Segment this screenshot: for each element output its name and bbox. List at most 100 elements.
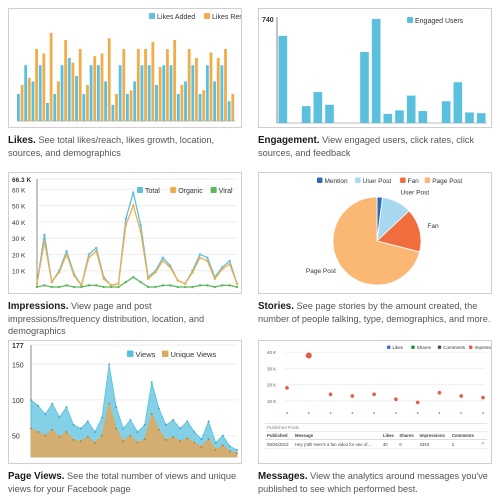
bar-likes-added-8: [75, 76, 78, 121]
impressions-caption: Impressions. View page and post impressi…: [8, 300, 242, 337]
impressions-chart-svg: 66.3 K 60 K 50 K 40 K 30 K 20 K 10 K Total Organ…: [12, 177, 239, 289]
point-impressions-8: [459, 394, 464, 398]
y-tick-label-0: 66.3 K: [12, 177, 31, 184]
point-0-25: [207, 420, 210, 423]
y-tick-label-3: 50: [12, 434, 20, 441]
legend-swatch-0: [407, 17, 413, 23]
table-row[interactable]: 09/25/2013 Hey y'all! Here's a fun video…: [265, 439, 487, 449]
bar-likes-removed-27: [216, 58, 220, 121]
impressions-description: View page and post impressions/frequency…: [8, 301, 205, 336]
bar-likes-added-4: [46, 103, 49, 121]
pageviews-chart[interactable]: 177 150 100 50 Views Unique Views: [8, 340, 242, 464]
point-0-7: [79, 427, 82, 430]
bar-likes-removed-5: [56, 81, 60, 121]
legend-swatch-1: [411, 345, 415, 349]
bar-likes-added-18: [147, 65, 151, 121]
y-tick-label-1: 60 K: [12, 187, 26, 194]
stories-chart[interactable]: Mention User Post Fan Page Post User Post Fan…: [258, 172, 492, 294]
point-0-29: [236, 448, 238, 451]
bar-likes-removed-28: [224, 49, 227, 121]
bar-likes-added-24: [191, 65, 195, 121]
point-1-20: [172, 436, 174, 438]
posts-table: Published Message Likes Shares Impressio…: [265, 432, 487, 449]
legend-swatch-1: [355, 177, 361, 183]
point-impressions-7: [437, 390, 442, 395]
bar-likes-added-11: [96, 65, 100, 121]
point-0-24: [200, 438, 203, 441]
y-tick-label-5: 20 K: [12, 252, 26, 259]
point-0-0: [30, 399, 32, 401]
point-viral-7: [87, 284, 91, 287]
point-organic-19: [176, 279, 179, 282]
bar-likes-removed-0: [20, 85, 24, 121]
bar-likes-added-29: [227, 101, 231, 121]
point-1-10: [101, 434, 103, 437]
point-likes-6: [416, 412, 419, 414]
point-organic-7: [87, 256, 91, 259]
point-impressions-9: [481, 395, 485, 400]
point-0-17: [150, 381, 153, 383]
col-published: Published: [265, 432, 294, 440]
point-viral-26: [228, 284, 231, 287]
col-shares: Shares: [397, 432, 418, 440]
point-0-23: [193, 431, 196, 433]
point-viral-23: [206, 284, 209, 287]
bar-likes-removed-2: [35, 49, 38, 121]
point-impressions-6: [415, 400, 420, 405]
legend-swatch-0: [317, 177, 323, 183]
bar-likes-removed-3: [42, 53, 46, 121]
messages-chart[interactable]: 40 K 30 K 20 K 10 K Likes Shares Comments Impre…: [258, 340, 492, 464]
legend-label-1: User Post: [363, 178, 392, 185]
point-impressions-5: [394, 397, 398, 401]
bar-engaged-12: [418, 111, 428, 123]
legend-label-1: Organic: [178, 188, 203, 195]
bar-likes-added-17: [140, 65, 144, 121]
bar-likes-added-21: [169, 65, 173, 121]
y-tick-label-1: 150: [12, 362, 24, 369]
point-organic-4: [65, 253, 68, 256]
impressions-chart[interactable]: 66.3 K 60 K 50 K 40 K 30 K 20 K 10 K Total Organ…: [8, 172, 242, 294]
pageviews-description: See the total number of views and unique…: [8, 471, 237, 494]
bar-likes-added-27: [213, 81, 217, 121]
point-likes-9: [482, 412, 484, 414]
point-0-21: [179, 427, 182, 430]
point-viral-2: [50, 285, 54, 289]
point-1-7: [79, 440, 82, 443]
engagement-description: View engaged users, click rates, click s…: [258, 135, 475, 158]
likes-chart-svg: Likes Added Likes Removed: [17, 13, 241, 122]
point-total-13: [132, 191, 135, 194]
cell-published: 09/25/2013: [265, 439, 294, 449]
point-organic-16: [154, 271, 157, 274]
point-organic-24: [213, 277, 216, 281]
legend-swatch-0: [387, 345, 391, 349]
engagement-chart[interactable]: 740 Engaged Users: [258, 8, 492, 128]
legend-label-0: Mention: [325, 178, 349, 185]
point-viral-12: [124, 280, 128, 284]
point-viral-4: [65, 284, 68, 287]
likes-description: See total likes/reach, likes growth, loc…: [8, 135, 215, 158]
external-link-icon[interactable]: ↗: [478, 439, 487, 449]
bar-engaged-16: [465, 112, 474, 123]
bar-likes-removed-4: [49, 32, 53, 121]
point-viral-27: [235, 285, 239, 289]
slice-label-2: Fan: [427, 223, 439, 230]
point-organic-2: [50, 280, 54, 284]
y-tick-label-1: 30 K: [267, 366, 276, 371]
legend-swatch-3: [468, 345, 473, 349]
point-1-6: [72, 438, 75, 441]
legend-label-2: Comments: [443, 345, 466, 350]
point-1-24: [200, 446, 203, 448]
point-organic-8: [95, 249, 98, 253]
point-0-19: [165, 423, 167, 426]
likes-chart[interactable]: Likes Added Likes Removed: [8, 8, 242, 128]
bar-engaged-4: [325, 104, 334, 123]
y-tick-label-2: 20 K: [267, 383, 276, 388]
point-viral-25: [220, 284, 224, 287]
point-viral-6: [80, 285, 83, 289]
bar-likes-added-5: [53, 94, 57, 121]
col-comments: Comments: [449, 432, 479, 440]
messages-title: Messages.: [258, 471, 308, 482]
y-tick-label-2: 50 K: [12, 204, 26, 211]
likes-title: Likes.: [8, 135, 36, 146]
